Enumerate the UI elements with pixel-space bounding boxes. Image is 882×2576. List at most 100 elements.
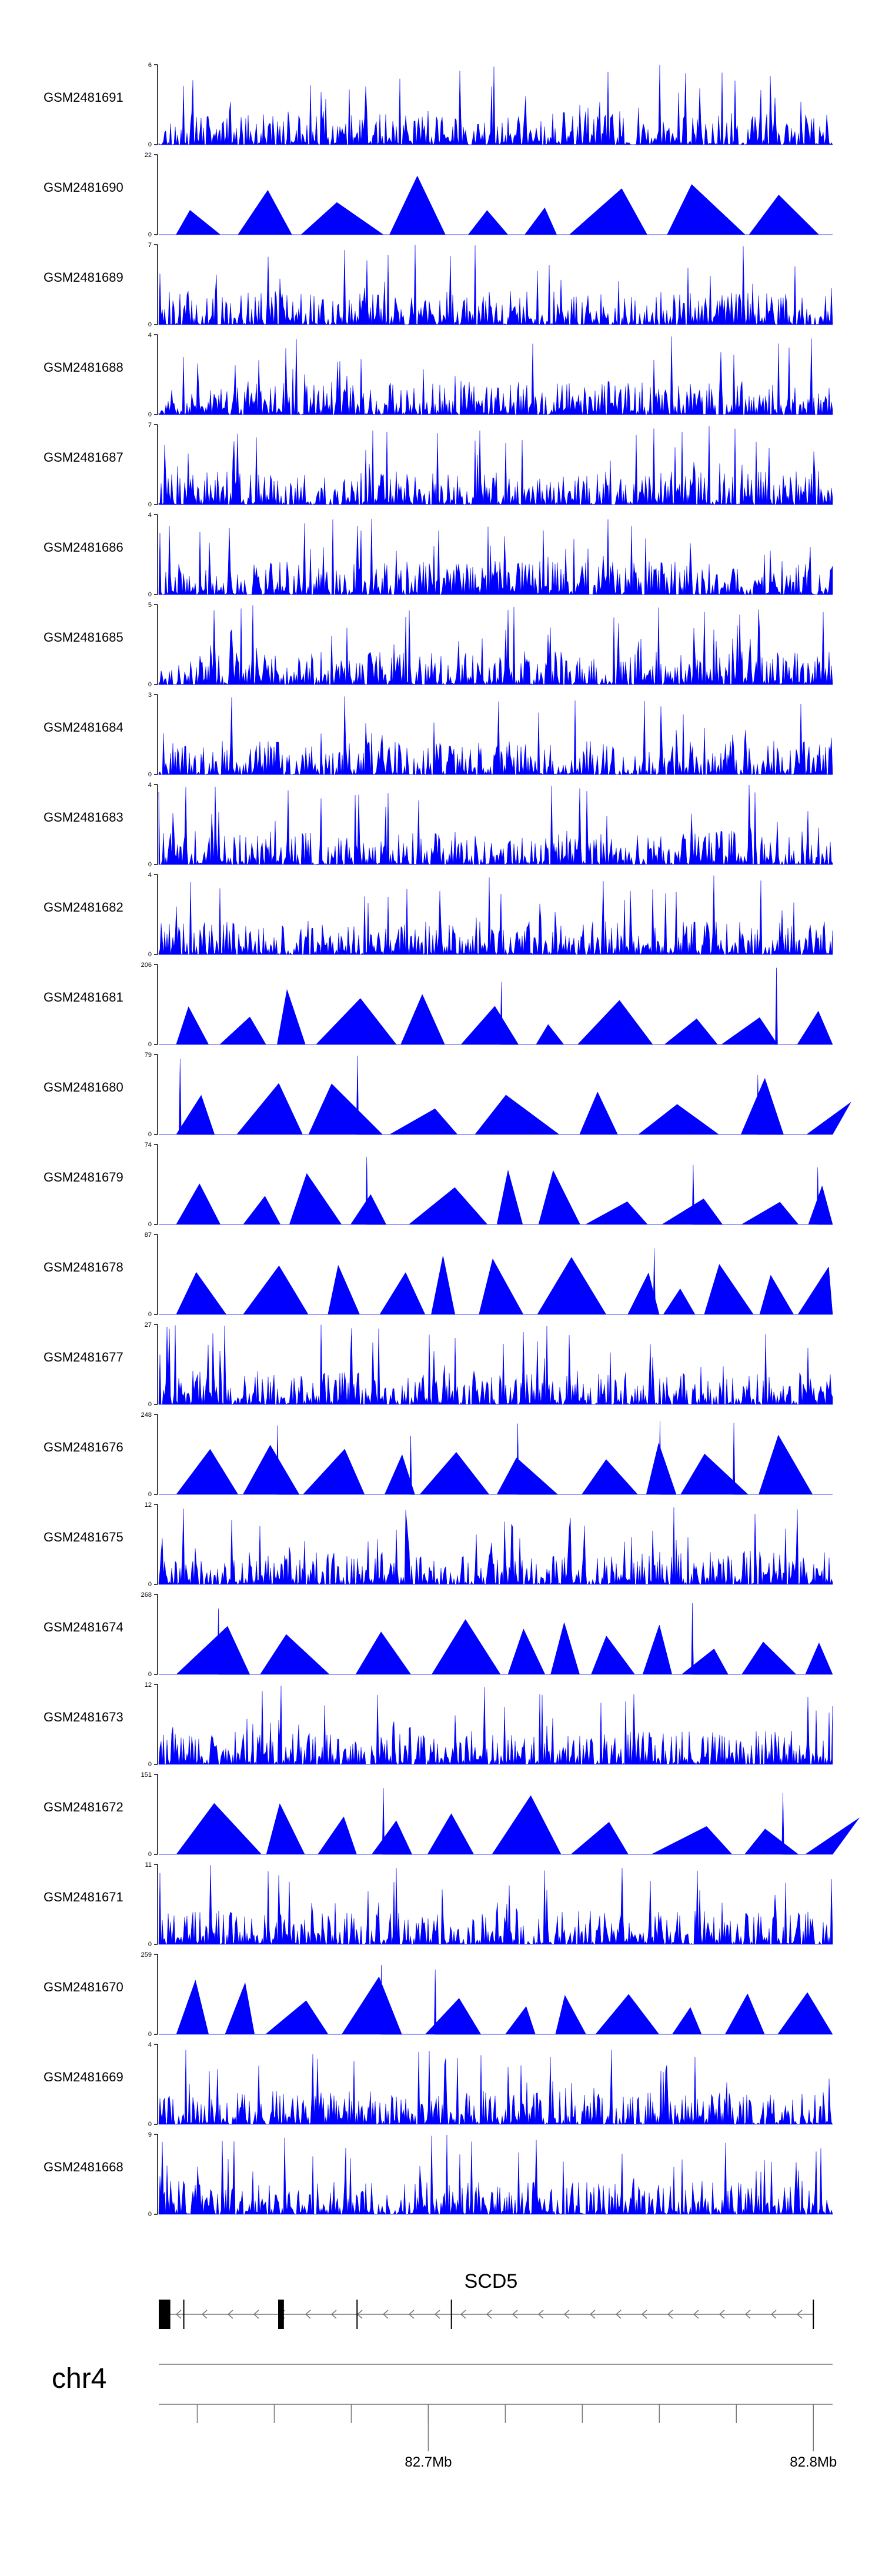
y-zero-label: 0	[148, 2121, 152, 2128]
gene-exon	[278, 2300, 284, 2329]
y-max-label: 79	[145, 1052, 152, 1059]
strand-arrow	[460, 2310, 466, 2319]
y-zero-label: 0	[148, 411, 152, 418]
track-label: GSM2481669	[44, 2070, 123, 2084]
y-max-label: 3	[148, 692, 152, 699]
coverage-area	[158, 1865, 833, 1945]
track-GSM2481687: GSM2481687 7 0	[44, 422, 833, 508]
y-zero-label: 0	[148, 1041, 152, 1048]
track-GSM2481683: GSM2481683 4 0	[44, 782, 833, 868]
gene-model-scd5	[159, 2300, 814, 2329]
track-label: GSM2481676	[44, 1440, 123, 1454]
y-zero-label: 0	[148, 2211, 152, 2218]
track-label: GSM2481686	[44, 540, 123, 555]
y-zero-label: 0	[148, 2031, 152, 2038]
y-zero-label: 0	[148, 1851, 152, 1858]
track-label: GSM2481691	[44, 90, 123, 105]
y-zero-label: 0	[148, 1941, 152, 1948]
y-max-label: 206	[141, 962, 152, 969]
coverage-area	[158, 1324, 833, 1405]
strand-arrow	[770, 2310, 777, 2319]
gene-and-axis-panel: SCD5 chr4 82.7Mb 82.8Mb	[52, 2270, 837, 2470]
chromosome-label: chr4	[52, 2363, 106, 2394]
y-zero-label: 0	[148, 1131, 152, 1138]
strand-arrow	[486, 2310, 492, 2319]
track-GSM2481674: GSM2481674 268 0	[44, 1591, 833, 1678]
y-zero-label: 0	[148, 771, 152, 778]
strand-arrow	[201, 2310, 208, 2319]
track-GSM2481676: GSM2481676 248 0	[44, 1412, 833, 1498]
track-GSM2481689: GSM2481689 7 0	[44, 242, 833, 328]
y-max-label: 4	[148, 512, 152, 519]
track-label: GSM2481684	[44, 720, 123, 735]
track-label: GSM2481687	[44, 450, 123, 465]
y-max-label: 259	[141, 1951, 152, 1958]
y-zero-label: 0	[148, 681, 152, 688]
track-GSM2481673: GSM2481673 12 0	[44, 1681, 833, 1768]
track-GSM2481684: GSM2481684 3 0	[44, 692, 833, 778]
strand-arrow	[667, 2310, 673, 2319]
strand-arrow	[305, 2310, 311, 2319]
coverage-area	[158, 1507, 833, 1585]
y-zero-label: 0	[148, 231, 152, 238]
y-max-label: 12	[145, 1681, 152, 1689]
track-label: GSM2481672	[44, 1800, 123, 1814]
strand-arrow	[382, 2310, 389, 2319]
coverage-area	[158, 426, 833, 505]
y-zero-label: 0	[148, 1401, 152, 1408]
track-label: GSM2481674	[44, 1620, 123, 1634]
y-max-label: 248	[141, 1412, 152, 1419]
track-label: GSM2481688	[44, 360, 123, 375]
track-GSM2481691: GSM2481691 6 0	[44, 62, 833, 148]
strand-arrow	[175, 2310, 182, 2319]
track-label: GSM2481673	[44, 1710, 123, 1724]
track-GSM2481669: GSM2481669 4 0	[44, 2041, 833, 2128]
track-label: GSM2481668	[44, 2160, 123, 2174]
y-max-label: 22	[145, 152, 152, 159]
coverage-area	[158, 245, 833, 325]
y-max-label: 4	[148, 782, 152, 789]
coverage-area	[159, 1788, 860, 1855]
y-zero-label: 0	[148, 1581, 152, 1588]
coverage-tracks: GSM248169160GSM2481690220GSM248168970GSM…	[44, 62, 860, 2218]
track-GSM2481681: GSM2481681 206 0	[44, 962, 833, 1048]
track-label: GSM2481675	[44, 1530, 123, 1544]
y-max-label: 4	[148, 872, 152, 879]
y-zero-label: 0	[148, 501, 152, 508]
strand-arrow	[537, 2310, 544, 2319]
coverage-area	[159, 1055, 851, 1135]
coverage-area	[158, 65, 833, 145]
track-label: GSM2481681	[44, 990, 123, 1005]
genome-axis: 82.7Mb 82.8Mb	[159, 2364, 837, 2470]
y-zero-label: 0	[148, 591, 152, 598]
y-zero-label: 0	[148, 321, 152, 328]
strand-arrow	[434, 2310, 440, 2319]
strand-arrow	[408, 2310, 415, 2319]
strand-arrow	[563, 2310, 570, 2319]
coverage-area	[158, 785, 833, 865]
coverage-area	[158, 2050, 833, 2125]
track-GSM2481675: GSM2481675 12 0	[44, 1501, 833, 1588]
y-max-label: 11	[145, 1861, 152, 1868]
track-GSM2481679: GSM2481679 74 0	[44, 1142, 833, 1228]
track-GSM2481678: GSM2481678 87 0	[44, 1232, 833, 1318]
coverage-area	[159, 1156, 833, 1225]
strand-arrow	[744, 2310, 751, 2319]
y-max-label: 268	[141, 1591, 152, 1599]
coverage-area	[159, 175, 833, 235]
gene-label: SCD5	[465, 2270, 518, 2293]
y-max-label: 7	[148, 242, 152, 249]
y-max-label: 5	[148, 602, 152, 609]
coverage-area	[158, 875, 833, 955]
y-zero-label: 0	[148, 951, 152, 958]
track-GSM2481686: GSM2481686 4 0	[44, 512, 833, 598]
coverage-area	[158, 696, 833, 775]
track-label: GSM2481679	[44, 1170, 123, 1184]
track-label: GSM2481683	[44, 810, 123, 825]
coverage-area	[158, 1686, 833, 1765]
axis-tick-label: 82.7Mb	[405, 2454, 452, 2470]
track-label: GSM2481671	[44, 1890, 123, 1904]
y-max-label: 4	[148, 2041, 152, 2048]
coverage-area	[159, 1965, 833, 2035]
coverage-area	[159, 1247, 833, 1315]
